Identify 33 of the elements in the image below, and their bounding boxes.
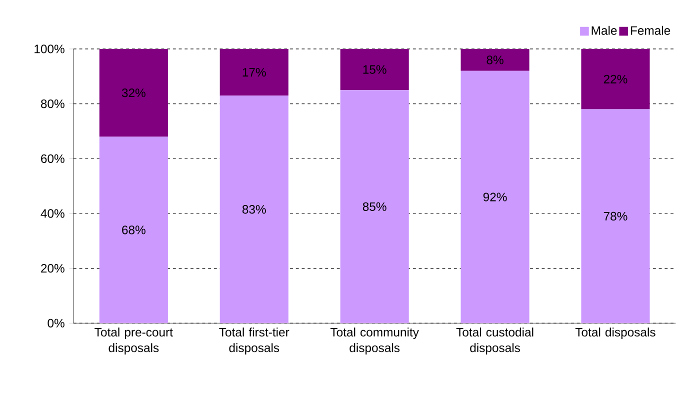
data-label: 22%: [604, 74, 628, 84]
data-label: 78%: [604, 212, 628, 220]
x-tick-label: Total community disposals: [330, 327, 419, 354]
bar: [581, 109, 650, 323]
legend-label: Male: [592, 26, 617, 35]
y-tick-label: 80%: [40, 99, 64, 108]
bar: [460, 48, 530, 71]
y-tick-label: 40%: [40, 209, 64, 218]
data-label: 15%: [363, 65, 386, 74]
legend-label: Female: [630, 26, 670, 35]
bar: [220, 48, 288, 96]
y-tick-label: 100%: [34, 44, 64, 54]
data-label: 17%: [242, 68, 266, 76]
y-tick-label: 60%: [41, 154, 64, 163]
bar: [340, 48, 409, 90]
data-label: 32%: [122, 88, 146, 97]
data-label: 8%: [486, 55, 504, 64]
data-label: 68%: [122, 225, 146, 234]
bar: [340, 90, 409, 323]
y-tick-label: 20%: [41, 264, 64, 272]
data-label: 92%: [483, 192, 507, 202]
bar: [581, 48, 650, 110]
x-tick-label: Total first-tier disposals: [219, 327, 290, 354]
data-label: 83%: [242, 204, 266, 214]
x-tick-label: Total custodial disposals: [456, 327, 534, 354]
x-tick-label: Total disposals: [575, 327, 656, 339]
bar: [220, 95, 288, 323]
bar: [460, 70, 530, 323]
x-tick-label: Total pre-court disposals: [94, 327, 173, 354]
bar: [99, 48, 168, 137]
data-label: 85%: [362, 202, 386, 211]
y-tick-label: 0%: [48, 318, 64, 328]
bar: [99, 136, 168, 323]
